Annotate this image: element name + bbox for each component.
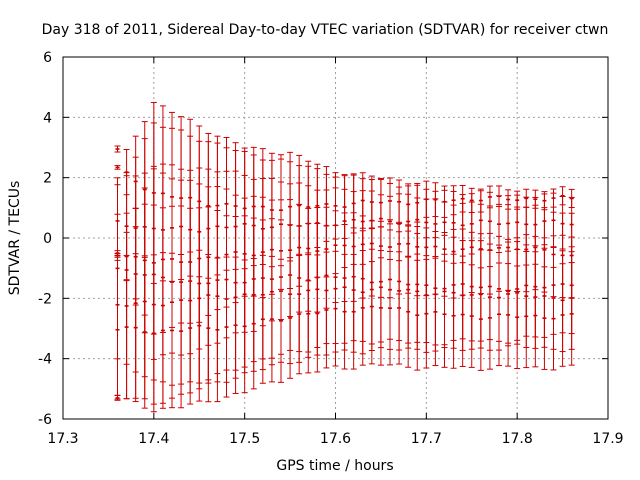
series-6-point	[241, 259, 248, 394]
series-6-point	[332, 250, 339, 367]
series-6-point	[559, 263, 566, 367]
x-tick-label: 17.6	[320, 431, 351, 447]
x-tick-label: 17.3	[47, 431, 78, 447]
x-tick-label: 17.4	[138, 431, 169, 447]
series-6-point	[432, 257, 439, 367]
series-6-point	[169, 252, 175, 409]
series-6-point	[205, 254, 212, 403]
series-6-point	[377, 250, 384, 366]
series-6-point	[250, 258, 257, 390]
series-6-point	[214, 257, 221, 403]
series-6-point	[423, 258, 430, 369]
series-6-point	[114, 259, 121, 400]
series-6-point	[568, 262, 575, 366]
series-6-point	[305, 254, 312, 374]
series-6-point	[396, 251, 403, 365]
series-6-point	[405, 255, 412, 368]
series-6-point	[278, 258, 284, 383]
y-tick-label: -6	[38, 412, 52, 428]
series-6-point	[350, 253, 357, 370]
plot-frame	[62, 56, 609, 420]
series-6-point	[178, 254, 185, 409]
series-6-point	[296, 253, 303, 375]
series-6-point	[123, 254, 130, 400]
series-6-point	[341, 253, 348, 370]
series-6-point	[514, 265, 521, 370]
series-6-point	[132, 253, 139, 403]
series-6-point	[387, 250, 393, 366]
isolated-point	[114, 394, 121, 401]
y-tick-label: 6	[43, 50, 52, 66]
series-6-point	[505, 263, 512, 367]
y-tick-label: 4	[43, 110, 52, 126]
series-6-point	[232, 256, 239, 394]
series-6-point	[532, 263, 539, 368]
x-tick-label: 17.7	[411, 431, 442, 447]
series-6-point	[196, 249, 203, 402]
series-6-point	[314, 254, 321, 373]
x-axis-label: GPS time / hours	[276, 458, 393, 474]
series-6-point	[477, 267, 484, 371]
y-tick-label: 0	[43, 231, 52, 247]
series-6-point	[323, 251, 330, 369]
series-6-point	[359, 250, 366, 366]
chart-title: Day 318 of 2011, Sidereal Day-to-day VTE…	[42, 22, 609, 38]
series-1-point	[114, 165, 121, 170]
series-6-point	[450, 262, 457, 369]
series-6-point	[550, 266, 557, 371]
y-tick-label: -4	[38, 352, 52, 368]
series-6-point	[259, 254, 266, 384]
series-6-point	[368, 248, 375, 365]
series-6-point	[441, 260, 448, 368]
series-6-point	[159, 252, 166, 409]
series-6-point	[523, 264, 530, 369]
y-tick-label: -2	[38, 291, 52, 307]
series-6-point	[496, 262, 502, 367]
series-6-point	[468, 264, 475, 368]
isolated-point	[114, 145, 121, 153]
series-6-point	[459, 262, 466, 367]
series-6-point	[268, 255, 275, 383]
series-6-point	[187, 251, 194, 405]
series-6-point	[141, 255, 148, 409]
series-6-point	[541, 266, 548, 370]
x-tick-label: 17.8	[502, 431, 533, 447]
series-6-point	[486, 266, 493, 370]
x-tick-label: 17.5	[229, 431, 260, 447]
x-tick-label: 17.9	[592, 431, 623, 447]
series-6-point	[223, 256, 230, 398]
data-marks	[114, 101, 575, 413]
series-6-point	[414, 259, 421, 371]
y-axis-label: SDTVAR / TECUs	[7, 181, 23, 296]
series-6-point	[287, 257, 294, 379]
y-tick-label: 2	[43, 171, 52, 187]
axis-ticks: 17.3 17.4 17.5 17.6 17.7 17.8 17.9 -6 -4 -2 0 2 4 6	[38, 50, 624, 447]
series-6-point	[150, 254, 157, 413]
isolated-point	[114, 250, 121, 256]
